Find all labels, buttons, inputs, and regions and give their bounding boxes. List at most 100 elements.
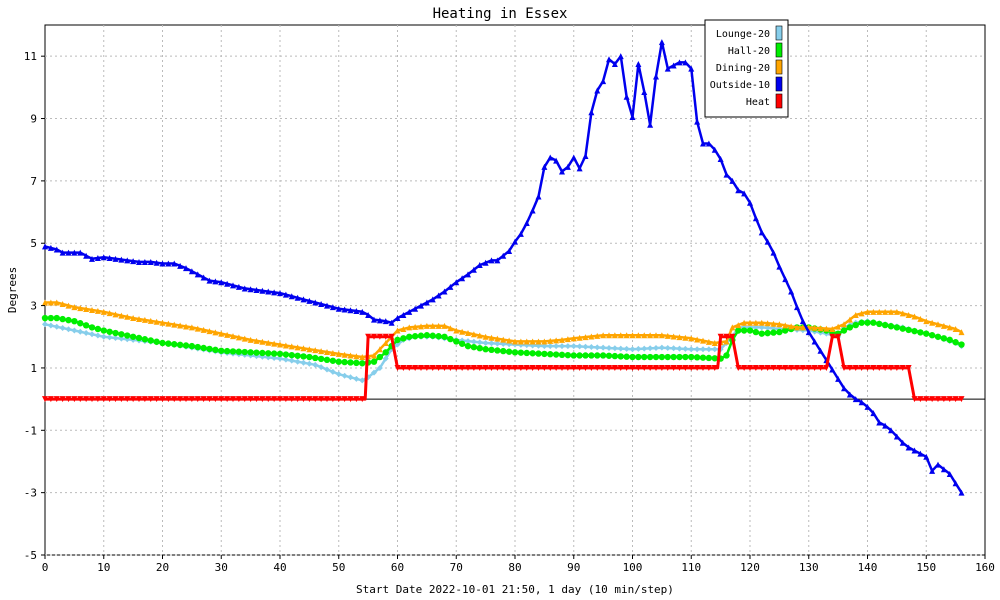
data-point-dining-20 [676, 334, 683, 341]
data-point-heat [617, 364, 624, 371]
data-point-dining-20 [823, 325, 830, 332]
data-point-hall-20 [517, 349, 525, 356]
y-tick-label: 1 [30, 362, 37, 375]
legend-swatch-dining-20 [775, 59, 783, 75]
data-point-hall-20 [206, 345, 213, 353]
data-point-dining-20 [653, 332, 659, 339]
data-point-heat [206, 396, 213, 403]
data-point-outside-10 [53, 246, 60, 253]
data-point-hall-20 [523, 349, 530, 357]
data-point-hall-20 [558, 351, 566, 359]
data-point-heat [376, 333, 383, 340]
data-point-dining-20 [829, 325, 836, 332]
data-point-outside-10 [758, 229, 765, 236]
data-point-heat [647, 364, 654, 371]
data-point-outside-10 [623, 93, 630, 100]
data-point-hall-20 [764, 329, 771, 337]
series-dining-20 [42, 299, 965, 361]
data-point-outside-10 [465, 271, 471, 278]
data-point-hall-20 [599, 352, 607, 359]
data-point-dining-20 [218, 330, 225, 337]
data-point-lounge-20 [329, 368, 336, 375]
data-point-heat [335, 396, 342, 403]
data-point-heat [582, 364, 589, 371]
data-point-heat [188, 396, 195, 403]
data-point-heat [588, 364, 595, 371]
data-point-dining-20 [341, 351, 348, 358]
data-point-outside-10 [752, 215, 759, 222]
data-point-dining-20 [882, 308, 889, 315]
data-point-lounge-20 [559, 343, 565, 350]
data-point-hall-20 [752, 328, 760, 336]
data-point-heat [776, 364, 783, 371]
data-point-dining-20 [741, 319, 748, 326]
data-point-hall-20 [77, 320, 84, 327]
data-point-hall-20 [952, 339, 959, 346]
data-point-dining-20 [600, 332, 607, 339]
data-point-dining-20 [153, 318, 160, 325]
data-point-outside-10 [71, 249, 78, 256]
data-point-heat [294, 396, 301, 403]
x-tick-label: 100 [623, 561, 643, 574]
data-point-outside-10 [177, 262, 184, 269]
data-point-hall-20 [41, 314, 49, 322]
data-point-heat [946, 396, 953, 403]
data-point-outside-10 [911, 447, 918, 454]
data-point-outside-10 [700, 140, 706, 147]
data-point-lounge-20 [294, 358, 301, 365]
data-point-outside-10 [376, 317, 383, 324]
data-point-outside-10 [846, 391, 853, 398]
data-point-outside-10 [300, 296, 307, 303]
data-point-dining-20 [752, 319, 759, 326]
data-point-hall-20 [529, 350, 536, 357]
data-point-dining-20 [876, 308, 883, 315]
data-point-dining-20 [594, 332, 601, 339]
data-point-heat [870, 364, 877, 371]
data-point-outside-10 [100, 254, 107, 261]
data-point-lounge-20 [83, 330, 90, 337]
data-point-heat [500, 364, 507, 371]
data-point-dining-20 [735, 322, 742, 329]
data-point-heat [805, 364, 812, 371]
data-point-heat [329, 396, 336, 403]
data-point-outside-10 [306, 297, 313, 304]
data-point-hall-20 [652, 353, 660, 361]
data-point-heat [935, 396, 941, 403]
data-point-dining-20 [635, 332, 642, 339]
data-point-outside-10 [952, 480, 959, 487]
data-point-hall-20 [323, 356, 331, 364]
data-point-hall-20 [411, 333, 419, 340]
data-point-dining-20 [788, 323, 795, 330]
data-point-dining-20 [382, 340, 389, 346]
data-point-outside-10 [259, 287, 266, 294]
data-point-heat [318, 396, 325, 403]
data-point-dining-20 [447, 325, 454, 332]
data-point-hall-20 [594, 352, 601, 359]
data-point-heat [770, 364, 777, 371]
data-point-lounge-20 [617, 345, 624, 352]
data-point-dining-20 [758, 319, 765, 326]
data-point-hall-20 [535, 350, 542, 357]
data-point-hall-20 [570, 352, 577, 359]
data-point-lounge-20 [664, 344, 671, 351]
data-point-heat [600, 364, 607, 371]
data-point-dining-20 [230, 333, 236, 340]
data-point-lounge-20 [106, 334, 113, 341]
data-point-lounge-20 [324, 366, 330, 373]
data-point-outside-10 [406, 308, 413, 315]
data-point-hall-20 [588, 352, 595, 359]
data-point-outside-10 [958, 489, 965, 496]
data-point-lounge-20 [547, 343, 554, 350]
data-point-heat [183, 396, 189, 403]
data-point-lounge-20 [594, 344, 601, 351]
data-point-outside-10 [371, 316, 377, 323]
data-point-lounge-20 [465, 338, 471, 345]
data-point-outside-10 [529, 207, 536, 214]
data-point-heat [523, 364, 530, 371]
data-point-lounge-20 [376, 364, 383, 371]
data-point-dining-20 [171, 321, 178, 328]
data-point-outside-10 [676, 59, 683, 66]
data-point-heat [371, 333, 377, 340]
data-point-hall-20 [629, 353, 636, 361]
data-point-heat [729, 333, 736, 340]
